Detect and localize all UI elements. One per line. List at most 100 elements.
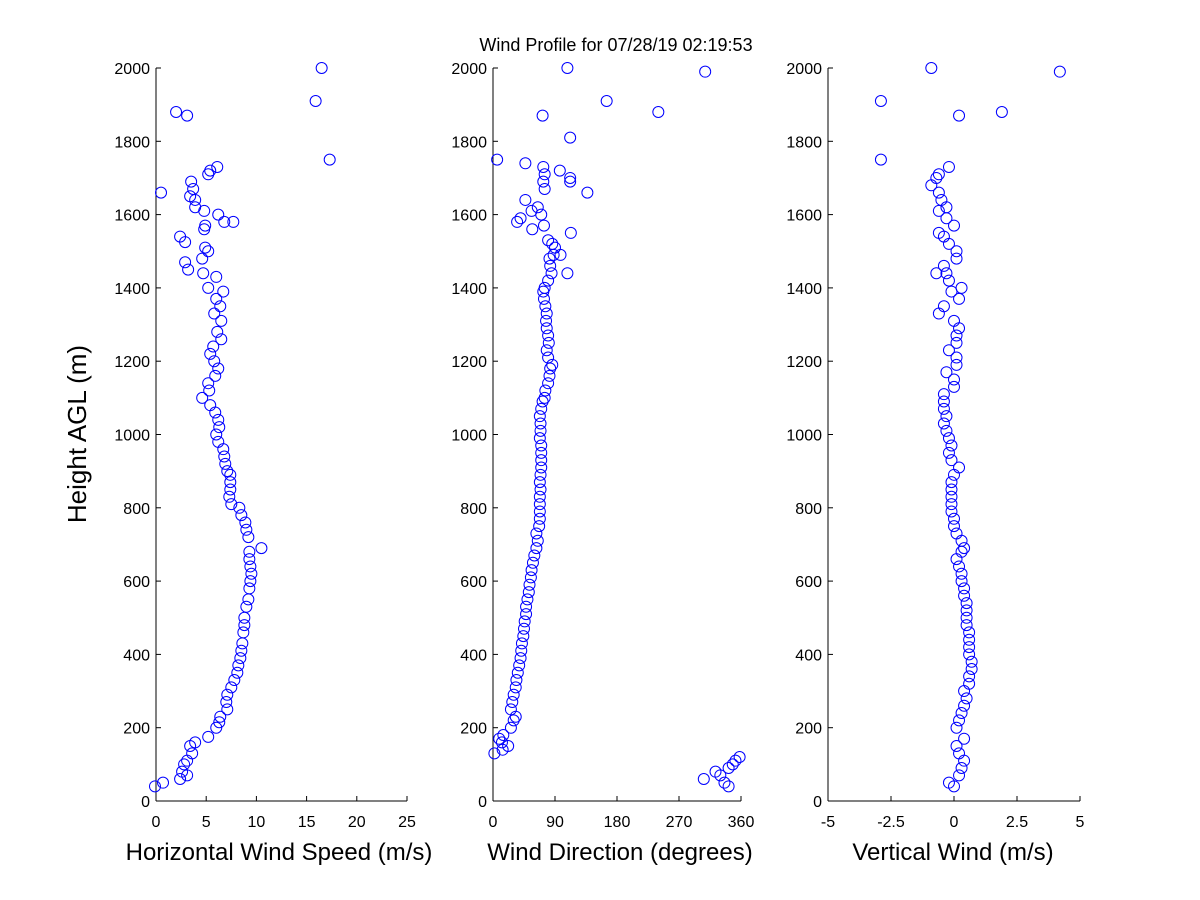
- data-point: [504, 703, 517, 716]
- data-point: [950, 329, 963, 342]
- panel-wind-direction: 0 200 400 600 800 1000 1200 1400 1600 1800 2000 0 90…: [451, 61, 754, 831]
- data-point: [535, 454, 548, 467]
- data-point: [234, 652, 247, 665]
- x-tick-label: 25: [398, 814, 416, 831]
- data-point: [228, 674, 241, 687]
- data-point: [733, 751, 746, 764]
- y-tick-label: 2000: [114, 61, 150, 78]
- data-point: [942, 237, 955, 250]
- data-point: [178, 758, 191, 771]
- x-tick-label: 15: [298, 814, 316, 831]
- data-point: [948, 373, 960, 386]
- data-point: [515, 644, 528, 657]
- data-point: [533, 410, 546, 423]
- y-tick-label: 0: [478, 794, 487, 811]
- data-point: [960, 597, 973, 610]
- data-point: [174, 773, 187, 786]
- data-point: [963, 633, 976, 646]
- data-point: [539, 384, 552, 397]
- y-tick-label: 1400: [114, 281, 150, 298]
- data-point: [182, 263, 195, 276]
- data-point: [514, 652, 527, 665]
- x-tick-label: -2.5: [877, 814, 905, 831]
- data-point: [950, 721, 963, 734]
- data-point: [533, 490, 546, 503]
- data-point: [950, 245, 963, 258]
- data-point: [495, 736, 508, 749]
- data-point: [932, 307, 945, 320]
- data-point: [240, 600, 253, 613]
- y-tick-label: 200: [795, 721, 822, 738]
- data-point: [932, 204, 945, 217]
- data-point: [240, 523, 253, 536]
- data-point: [525, 564, 538, 577]
- data-point: [945, 454, 958, 467]
- data-point: [507, 688, 520, 701]
- data-point: [235, 509, 248, 522]
- x-axis-label-horizontal-speed: Horizontal Wind Speed (m/s): [126, 839, 433, 866]
- data-point: [937, 402, 950, 415]
- data-point: [497, 729, 510, 742]
- data-point: [211, 325, 224, 338]
- data-point: [209, 406, 222, 419]
- data-point: [170, 105, 183, 118]
- data-point: [520, 600, 533, 613]
- data-point: [718, 776, 731, 789]
- data-point: [535, 461, 548, 474]
- data-point: [202, 377, 215, 390]
- data-point: [535, 439, 548, 452]
- data-point: [196, 391, 209, 404]
- data-point: [561, 62, 574, 74]
- data-point: [255, 542, 268, 555]
- data-point: [224, 468, 237, 481]
- x-tick-label: 180: [604, 814, 631, 831]
- y-tick-label: 1400: [451, 281, 487, 298]
- data-point: [942, 274, 955, 287]
- data-point: [942, 344, 955, 357]
- data-point: [245, 567, 258, 580]
- data-point: [958, 582, 971, 595]
- data-point: [955, 545, 968, 558]
- data-point: [513, 659, 526, 672]
- x-tick-label: 270: [666, 814, 693, 831]
- y-tick-label: 400: [123, 647, 150, 664]
- y-tick-label: 1600: [114, 208, 150, 225]
- y-tick-label: 1600: [451, 208, 487, 225]
- data-point: [945, 505, 958, 518]
- data-point: [963, 670, 976, 683]
- data-point: [210, 270, 223, 283]
- data-point: [534, 424, 547, 437]
- data-point: [945, 498, 958, 511]
- data-point: [220, 696, 233, 709]
- data-point: [955, 281, 968, 294]
- data-point: [221, 465, 234, 478]
- data-point: [531, 201, 544, 214]
- data-point: [542, 336, 555, 349]
- y-tick-label: 1000: [786, 428, 822, 445]
- data-point: [179, 256, 192, 269]
- data-point: [530, 542, 543, 555]
- y-axis-label: Height AGL (m): [62, 345, 92, 523]
- data-point: [960, 619, 973, 632]
- data-point: [243, 582, 256, 595]
- data-point: [218, 215, 231, 228]
- data-point: [564, 171, 577, 184]
- data-point: [525, 204, 538, 217]
- data-point: [517, 630, 530, 643]
- data-point: [511, 666, 524, 679]
- data-point: [953, 109, 966, 122]
- x-tick-label: 2.5: [1006, 814, 1028, 831]
- data-point: [236, 637, 249, 650]
- data-point: [942, 446, 955, 459]
- data-point: [699, 65, 712, 78]
- data-point: [564, 131, 577, 144]
- y-tick-label: 0: [141, 794, 150, 811]
- data-point: [217, 285, 230, 298]
- data-point: [958, 589, 971, 602]
- data-point: [493, 732, 506, 745]
- data-point: [932, 226, 945, 239]
- data-point: [212, 362, 225, 375]
- data-point: [945, 490, 958, 503]
- data-point: [309, 94, 322, 107]
- y-tick-label: 600: [795, 574, 822, 591]
